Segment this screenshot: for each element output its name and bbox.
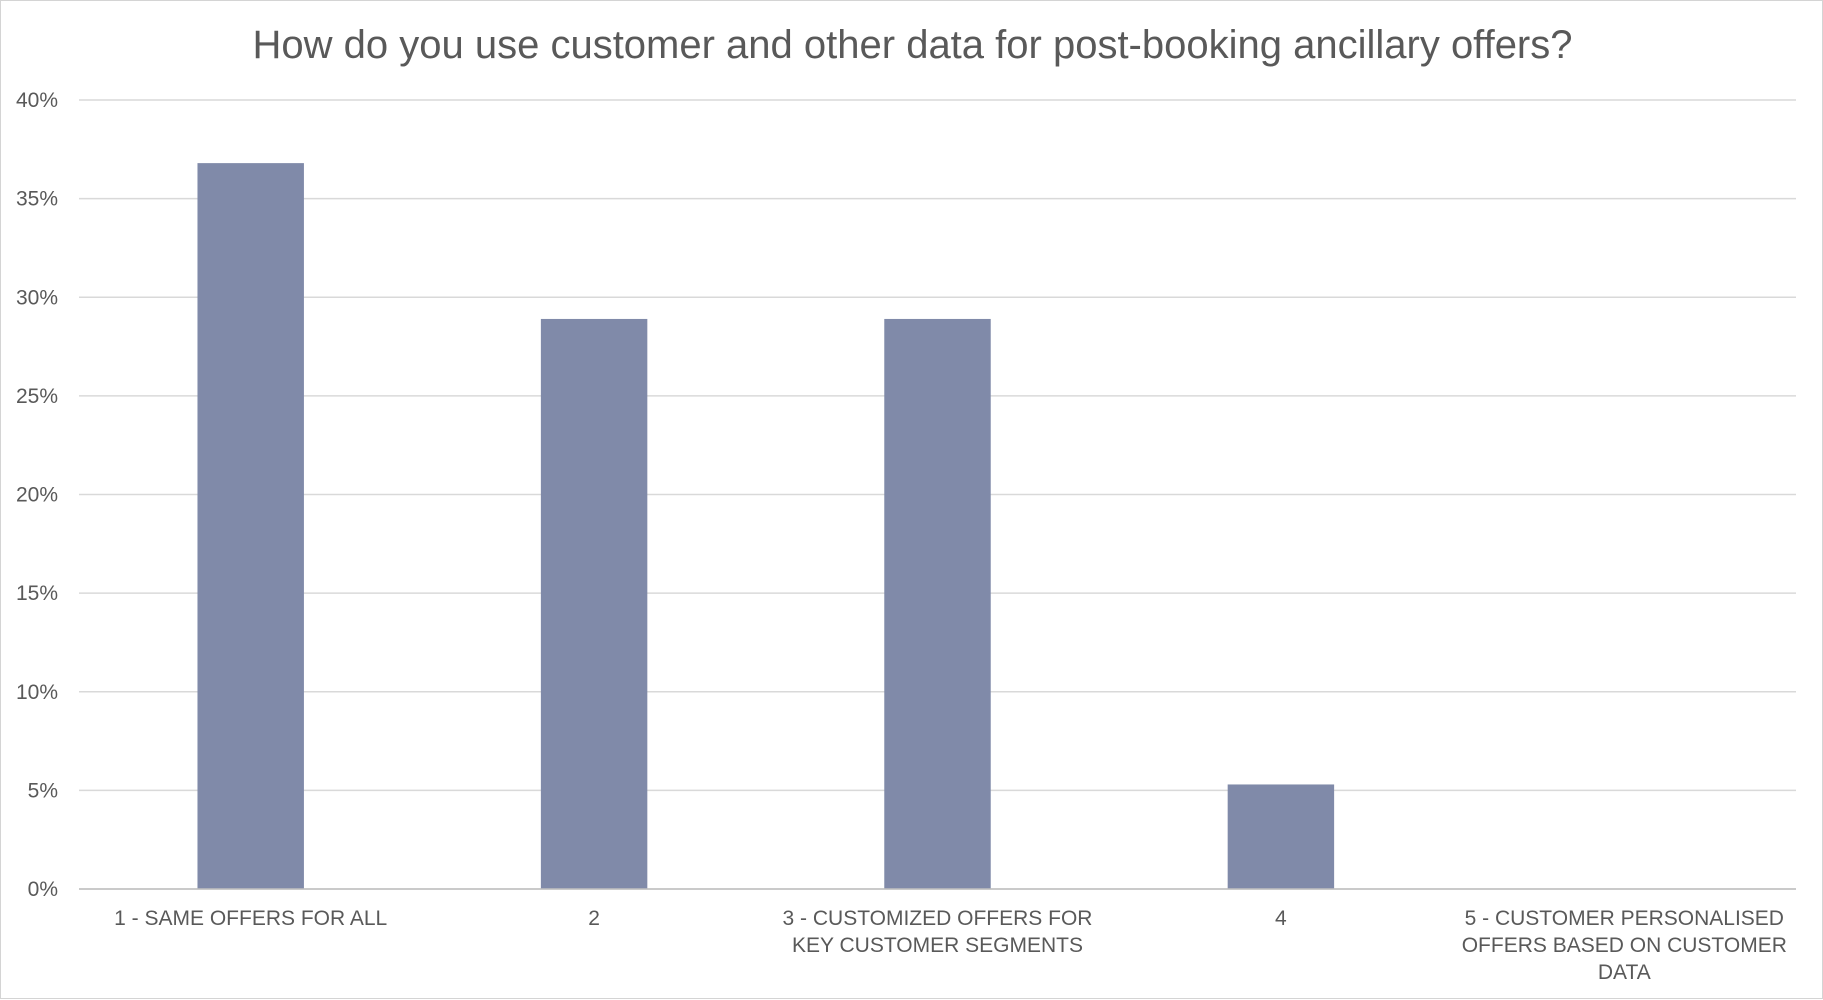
- x-axis-category-labels: 1 - SAME OFFERS FOR ALL 2 3 - CUSTOMIZED O…: [114, 907, 1787, 984]
- x-category-label-line: KEY CUSTOMER SEGMENTS: [792, 934, 1083, 957]
- bar: [884, 318, 991, 889]
- y-tick-label: 25%: [16, 385, 58, 408]
- x-category-label-line: 2: [588, 907, 600, 930]
- x-category-label: 3 - CUSTOMIZED OFFERS FOR KEY CUSTOMER SE…: [783, 907, 1093, 957]
- y-tick-label: 0%: [28, 878, 58, 901]
- y-tick-label: 15%: [16, 582, 58, 605]
- bar: [540, 318, 648, 889]
- x-category-label: 1 - SAME OFFERS FOR ALL: [114, 907, 387, 930]
- x-category-label: 2: [588, 907, 600, 930]
- y-tick-label: 40%: [16, 89, 58, 112]
- y-tick-label: 20%: [16, 484, 58, 507]
- x-category-label: 4: [1275, 907, 1287, 930]
- bars: [197, 163, 1335, 889]
- bar: [1227, 784, 1335, 889]
- x-category-label-line: DATA: [1598, 961, 1651, 984]
- x-category-label-line: 1 - SAME OFFERS FOR ALL: [114, 907, 387, 930]
- y-tick-label: 10%: [16, 681, 58, 704]
- x-category-label-line: OFFERS BASED ON CUSTOMER: [1462, 934, 1787, 957]
- x-category-label-line: 4: [1275, 907, 1287, 930]
- x-category-label: 5 - CUSTOMER PERSONALISED OFFERS BASED ON…: [1462, 907, 1787, 984]
- y-axis-tick-labels: 0% 5% 10% 15% 20% 25% 30% 35% 40%: [16, 89, 58, 901]
- x-category-label-line: 5 - CUSTOMER PERSONALISED: [1465, 907, 1784, 930]
- y-tick-label: 35%: [16, 188, 58, 211]
- x-category-label-line: 3 - CUSTOMIZED OFFERS FOR: [783, 907, 1093, 930]
- bar: [197, 163, 304, 889]
- chart-title: How do you use customer and other data f…: [252, 23, 1573, 67]
- y-tick-label: 30%: [16, 286, 58, 309]
- y-tick-label: 5%: [28, 779, 58, 802]
